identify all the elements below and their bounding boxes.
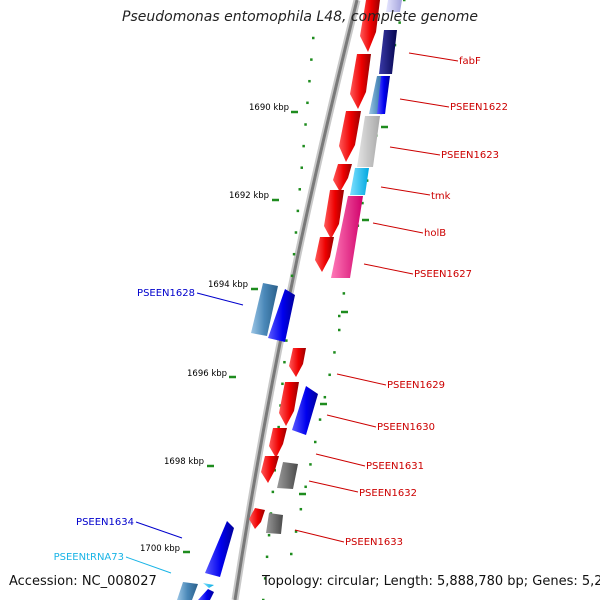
gene-PSEEN1631[interactable] xyxy=(269,428,287,458)
genome-backbone-core xyxy=(233,0,359,600)
genome-backbone xyxy=(231,0,361,600)
gene-PSEEN1633[interactable] xyxy=(249,508,265,529)
leader-fabF xyxy=(408,52,459,62)
leader-PSEEN1623 xyxy=(389,146,441,156)
gene-label-PSEEN1632[interactable]: PSEEN1632 xyxy=(359,488,417,499)
gene-blue-bottom[interactable] xyxy=(198,589,214,600)
genes-red[interactable] xyxy=(249,0,380,529)
gene-steel-bottom[interactable] xyxy=(177,582,198,600)
gene-holB[interactable] xyxy=(324,190,344,239)
gene-leader-lines xyxy=(125,52,459,574)
gene-tmk[interactable] xyxy=(333,164,352,192)
gene-PSEEN1628[interactable] xyxy=(268,289,295,342)
category-block-gray-1631[interactable] xyxy=(277,462,298,489)
tick-label-1698: 1698 kbp xyxy=(164,457,204,467)
gene-fabF[interactable] xyxy=(360,0,380,52)
gene-label-tmk[interactable]: tmk xyxy=(431,191,451,202)
genome-summary: Topology: circular; Length: 5,888,780 bp… xyxy=(262,574,600,589)
leader-PSEEN1630 xyxy=(326,414,377,428)
gene-label-fabF[interactable]: fabF xyxy=(459,56,481,67)
gene-label-PSEEN1630[interactable]: PSEEN1630 xyxy=(377,422,435,433)
genes-category[interactable] xyxy=(266,0,402,534)
category-block-cyan[interactable] xyxy=(350,168,369,195)
gene-PSEEN1623[interactable] xyxy=(339,111,361,162)
gene-PSEEN1629[interactable] xyxy=(289,348,306,377)
gene-PSEEN1632[interactable] xyxy=(261,456,279,483)
category-block-pink[interactable] xyxy=(331,196,363,278)
category-block-gray-1633[interactable] xyxy=(266,513,283,534)
gene-PSEEN1634[interactable] xyxy=(205,521,234,577)
gene-label-holB[interactable]: holB xyxy=(424,228,446,239)
accession-label: Accession: NC_008027 xyxy=(9,574,157,589)
tick-label-1694: 1694 kbp xyxy=(208,280,248,290)
gene-label-PSEEN1631[interactable]: PSEEN1631 xyxy=(366,461,424,472)
leader-PSEEN1633 xyxy=(294,529,345,543)
gene-PSEEN1630[interactable] xyxy=(279,382,299,426)
leader-PSEEN1632 xyxy=(308,480,359,493)
gene-label-PSEEN1633[interactable]: PSEEN1633 xyxy=(345,537,403,548)
gene-PSEEN1622[interactable] xyxy=(350,54,371,109)
leader-PSEEN1629 xyxy=(336,373,387,386)
category-block-navy[interactable] xyxy=(379,30,397,74)
gene-label-PSEENtRNA73[interactable]: PSEENtRNA73 xyxy=(54,552,124,563)
gene-label-PSEEN1634[interactable]: PSEEN1634 xyxy=(76,517,134,528)
category-block-blue-upper[interactable] xyxy=(377,76,390,114)
tick-label-1690: 1690 kbp xyxy=(249,103,289,113)
tick-label-1700: 1700 kbp xyxy=(140,544,180,554)
leader-PSEEN1631 xyxy=(315,453,366,467)
leader-holB xyxy=(372,222,424,234)
leader-PSEEN1627 xyxy=(363,263,414,275)
genes-blue[interactable] xyxy=(177,283,318,600)
gene-label-PSEEN1629[interactable]: PSEEN1629 xyxy=(387,380,445,391)
gene-PSEEN1630-blue[interactable] xyxy=(292,386,318,435)
map-title: Pseudomonas entomophila L48, complete ge… xyxy=(122,9,478,25)
leader-PSEEN1634 xyxy=(135,521,183,539)
category-block-lavender[interactable] xyxy=(386,0,402,12)
tick-labels: 1690 kbp 1692 kbp 1694 kbp 1696 kbp 1698… xyxy=(140,103,289,554)
gene-labels: fabF PSEEN1622 PSEEN1623 tmk holB PSEEN1… xyxy=(54,56,508,563)
leader-PSEEN1622 xyxy=(399,98,450,108)
gene-PSEEN1627[interactable] xyxy=(315,237,334,272)
major-ticks xyxy=(183,110,388,554)
gene-label-PSEEN1622[interactable]: PSEEN1622 xyxy=(450,102,508,113)
gene-label-PSEEN1628[interactable]: PSEEN1628 xyxy=(137,288,195,299)
gene-label-PSEEN1623[interactable]: PSEEN1623 xyxy=(441,150,499,161)
tick-label-1692: 1692 kbp xyxy=(229,191,269,201)
leader-PSEENtRNA73 xyxy=(125,556,172,574)
tick-label-1696: 1696 kbp xyxy=(187,369,227,379)
leader-tmk xyxy=(380,186,431,196)
leader-PSEEN1628 xyxy=(196,292,244,306)
category-block-silver[interactable] xyxy=(357,116,380,167)
gene-PSEEN1628-steel[interactable] xyxy=(251,283,278,336)
gene-PSEENtRNA73[interactable] xyxy=(203,583,214,588)
gene-label-PSEEN1627[interactable]: PSEEN1627 xyxy=(414,269,472,280)
